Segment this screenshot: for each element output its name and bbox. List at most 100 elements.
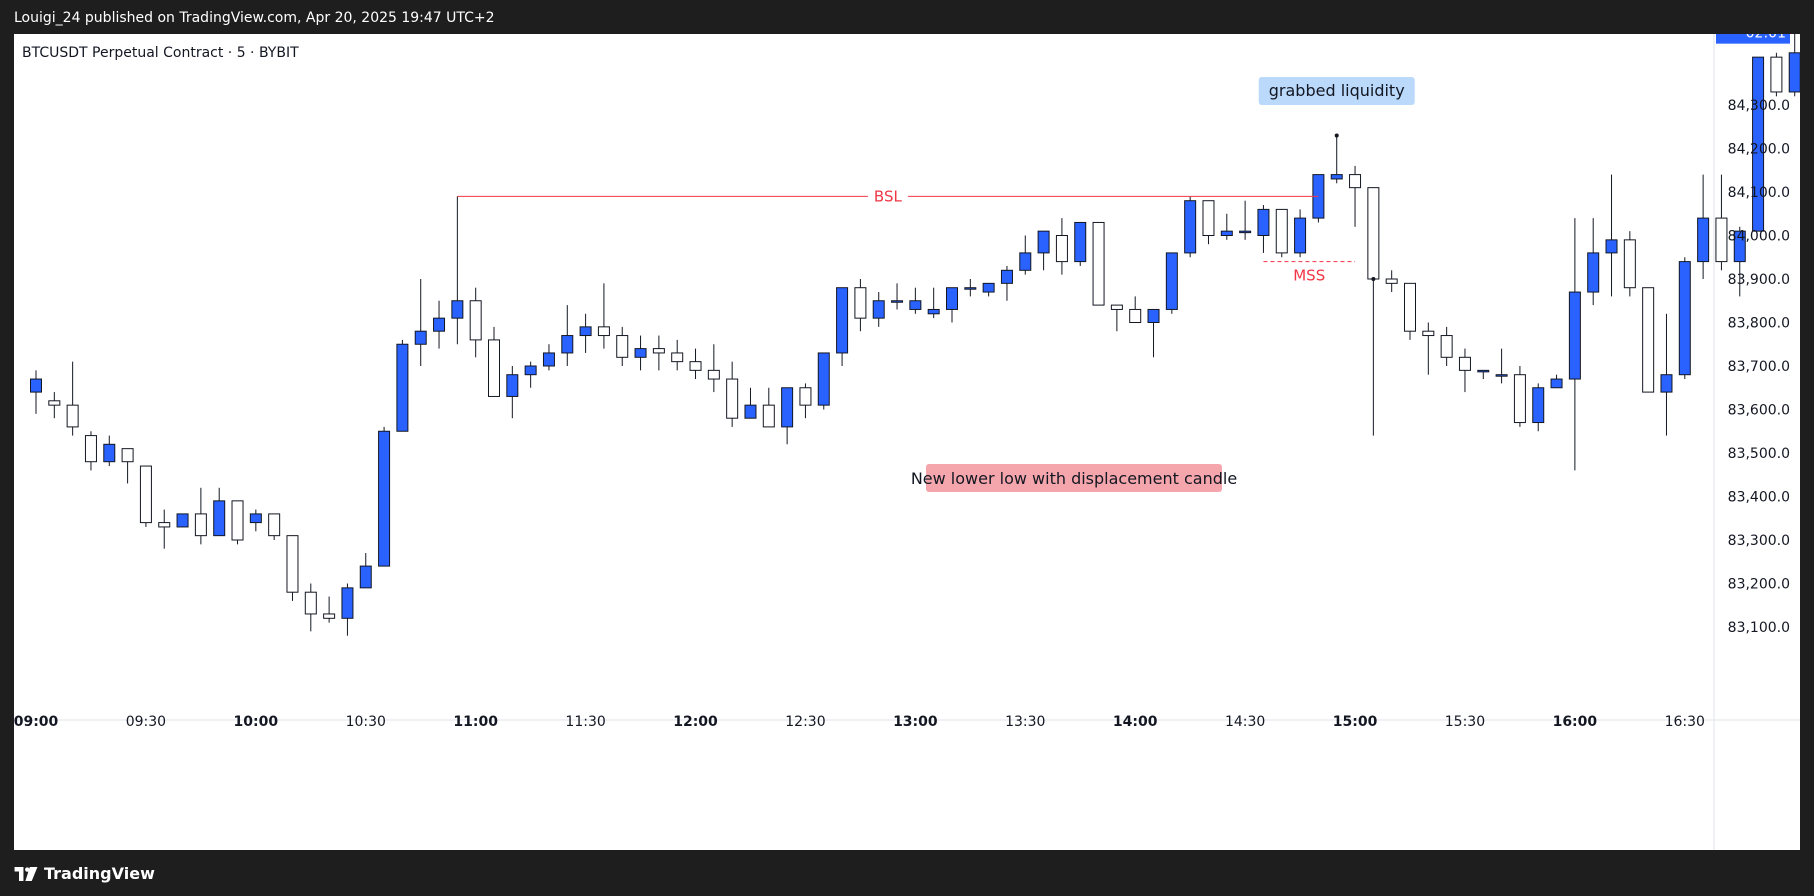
- bearish-candle[interactable]: [1349, 174, 1362, 189]
- bullish-candle[interactable]: [249, 513, 262, 524]
- bullish-candle[interactable]: [1788, 52, 1800, 93]
- bullish-candle[interactable]: [524, 365, 537, 376]
- bearish-candle[interactable]: [1092, 221, 1105, 306]
- bullish-candle[interactable]: [1239, 230, 1252, 234]
- bearish-candle[interactable]: [854, 287, 867, 319]
- bearish-candle[interactable]: [1422, 330, 1435, 337]
- bearish-candle[interactable]: [1642, 287, 1655, 393]
- chart-frame[interactable]: BSL MSS grabbed liquidity New lower low wit…: [14, 34, 1800, 850]
- bearish-candle[interactable]: [1458, 356, 1471, 371]
- bullish-candle[interactable]: [103, 443, 116, 463]
- current-price-tag[interactable]: [1716, 34, 1790, 44]
- bullish-candle[interactable]: [909, 300, 922, 310]
- bearish-candle[interactable]: [158, 522, 171, 528]
- bearish-candle[interactable]: [1385, 278, 1398, 284]
- bullish-candle[interactable]: [1678, 261, 1691, 376]
- bearish-candle[interactable]: [66, 404, 79, 428]
- bullish-candle[interactable]: [1000, 269, 1013, 284]
- bullish-candle[interactable]: [1220, 230, 1233, 236]
- bearish-candle[interactable]: [707, 369, 720, 380]
- bullish-candle[interactable]: [1037, 230, 1050, 254]
- bearish-candle[interactable]: [652, 348, 665, 354]
- bearish-candle[interactable]: [616, 335, 629, 358]
- bearish-candle[interactable]: [689, 361, 702, 371]
- bullish-candle[interactable]: [836, 287, 849, 354]
- bearish-candle[interactable]: [1770, 56, 1783, 93]
- bullish-candle[interactable]: [1697, 217, 1710, 263]
- bullish-candle[interactable]: [506, 374, 519, 397]
- bullish-candle[interactable]: [1257, 208, 1270, 236]
- bearish-candle[interactable]: [1275, 208, 1288, 254]
- bearish-candle[interactable]: [268, 513, 281, 537]
- bullish-candle[interactable]: [1605, 239, 1618, 254]
- bearish-candle[interactable]: [488, 339, 500, 397]
- bearish-candle[interactable]: [231, 500, 244, 541]
- bullish-candle[interactable]: [1294, 217, 1307, 254]
- bearish-candle[interactable]: [762, 404, 775, 428]
- bullish-candle[interactable]: [378, 430, 391, 567]
- bullish-candle[interactable]: [542, 352, 555, 367]
- bullish-candle[interactable]: [1477, 369, 1490, 373]
- bullish-candle[interactable]: [1532, 387, 1545, 424]
- bearish-candle[interactable]: [1513, 374, 1526, 424]
- bullish-candle[interactable]: [1330, 174, 1343, 180]
- displacement-callout[interactable]: [926, 464, 1222, 492]
- grabbed-liquidity-callout[interactable]: [1258, 77, 1415, 105]
- bullish-candle[interactable]: [433, 317, 446, 332]
- bullish-candle[interactable]: [1752, 56, 1765, 232]
- bearish-candle[interactable]: [671, 352, 684, 363]
- bullish-candle[interactable]: [781, 387, 794, 428]
- bearish-candle[interactable]: [304, 591, 317, 615]
- bullish-candle[interactable]: [1074, 221, 1087, 263]
- bullish-candle[interactable]: [1660, 374, 1673, 393]
- bullish-candle[interactable]: [872, 300, 885, 319]
- bullish-candle[interactable]: [213, 500, 226, 537]
- bullish-candle[interactable]: [30, 378, 42, 393]
- bullish-candle[interactable]: [1495, 374, 1508, 377]
- bearish-candle[interactable]: [84, 435, 97, 463]
- bullish-candle[interactable]: [1550, 378, 1563, 389]
- bullish-candle[interactable]: [1147, 308, 1160, 324]
- bearish-candle[interactable]: [1110, 304, 1123, 310]
- bullish-candle[interactable]: [817, 352, 830, 406]
- bearish-candle[interactable]: [1623, 239, 1636, 289]
- bullish-candle[interactable]: [341, 587, 354, 619]
- bearish-candle[interactable]: [597, 326, 610, 337]
- tradingview-brand[interactable]: TradingView: [14, 864, 155, 883]
- bearish-candle[interactable]: [286, 535, 299, 593]
- bullish-candle[interactable]: [964, 287, 977, 290]
- bullish-candle[interactable]: [414, 330, 427, 345]
- bearish-candle[interactable]: [1202, 200, 1215, 236]
- bearish-candle[interactable]: [799, 387, 812, 406]
- bullish-candle[interactable]: [561, 335, 574, 354]
- bullish-candle[interactable]: [396, 343, 409, 432]
- candlestick-chart[interactable]: BSL MSS grabbed liquidity New lower low wit…: [14, 34, 1800, 850]
- bullish-candle[interactable]: [744, 404, 757, 419]
- bullish-candle[interactable]: [634, 348, 647, 358]
- bearish-candle[interactable]: [323, 613, 336, 619]
- bearish-candle[interactable]: [1367, 187, 1380, 280]
- bullish-candle[interactable]: [1165, 252, 1178, 310]
- bearish-candle[interactable]: [1055, 235, 1068, 263]
- bullish-candle[interactable]: [891, 300, 904, 303]
- bullish-candle[interactable]: [451, 300, 464, 319]
- bullish-candle[interactable]: [1568, 291, 1581, 380]
- bullish-candle[interactable]: [1019, 252, 1032, 271]
- bearish-candle[interactable]: [194, 513, 207, 537]
- symbol-title[interactable]: BTCUSDT Perpetual Contract · 5 · BYBIT: [22, 45, 299, 61]
- bullish-candle[interactable]: [1733, 230, 1746, 263]
- bearish-candle[interactable]: [121, 448, 134, 463]
- bearish-candle[interactable]: [1715, 217, 1728, 263]
- bearish-candle[interactable]: [139, 465, 152, 524]
- bearish-candle[interactable]: [1129, 308, 1142, 324]
- bullish-candle[interactable]: [579, 326, 592, 337]
- bullish-candle[interactable]: [1587, 252, 1600, 293]
- bullish-candle[interactable]: [1184, 200, 1197, 254]
- bullish-candle[interactable]: [946, 287, 958, 310]
- bearish-candle[interactable]: [1404, 282, 1416, 332]
- bullish-candle[interactable]: [176, 513, 189, 528]
- bearish-candle[interactable]: [469, 300, 482, 341]
- bearish-candle[interactable]: [48, 400, 61, 406]
- bullish-candle[interactable]: [927, 308, 940, 315]
- bullish-candle[interactable]: [982, 282, 995, 293]
